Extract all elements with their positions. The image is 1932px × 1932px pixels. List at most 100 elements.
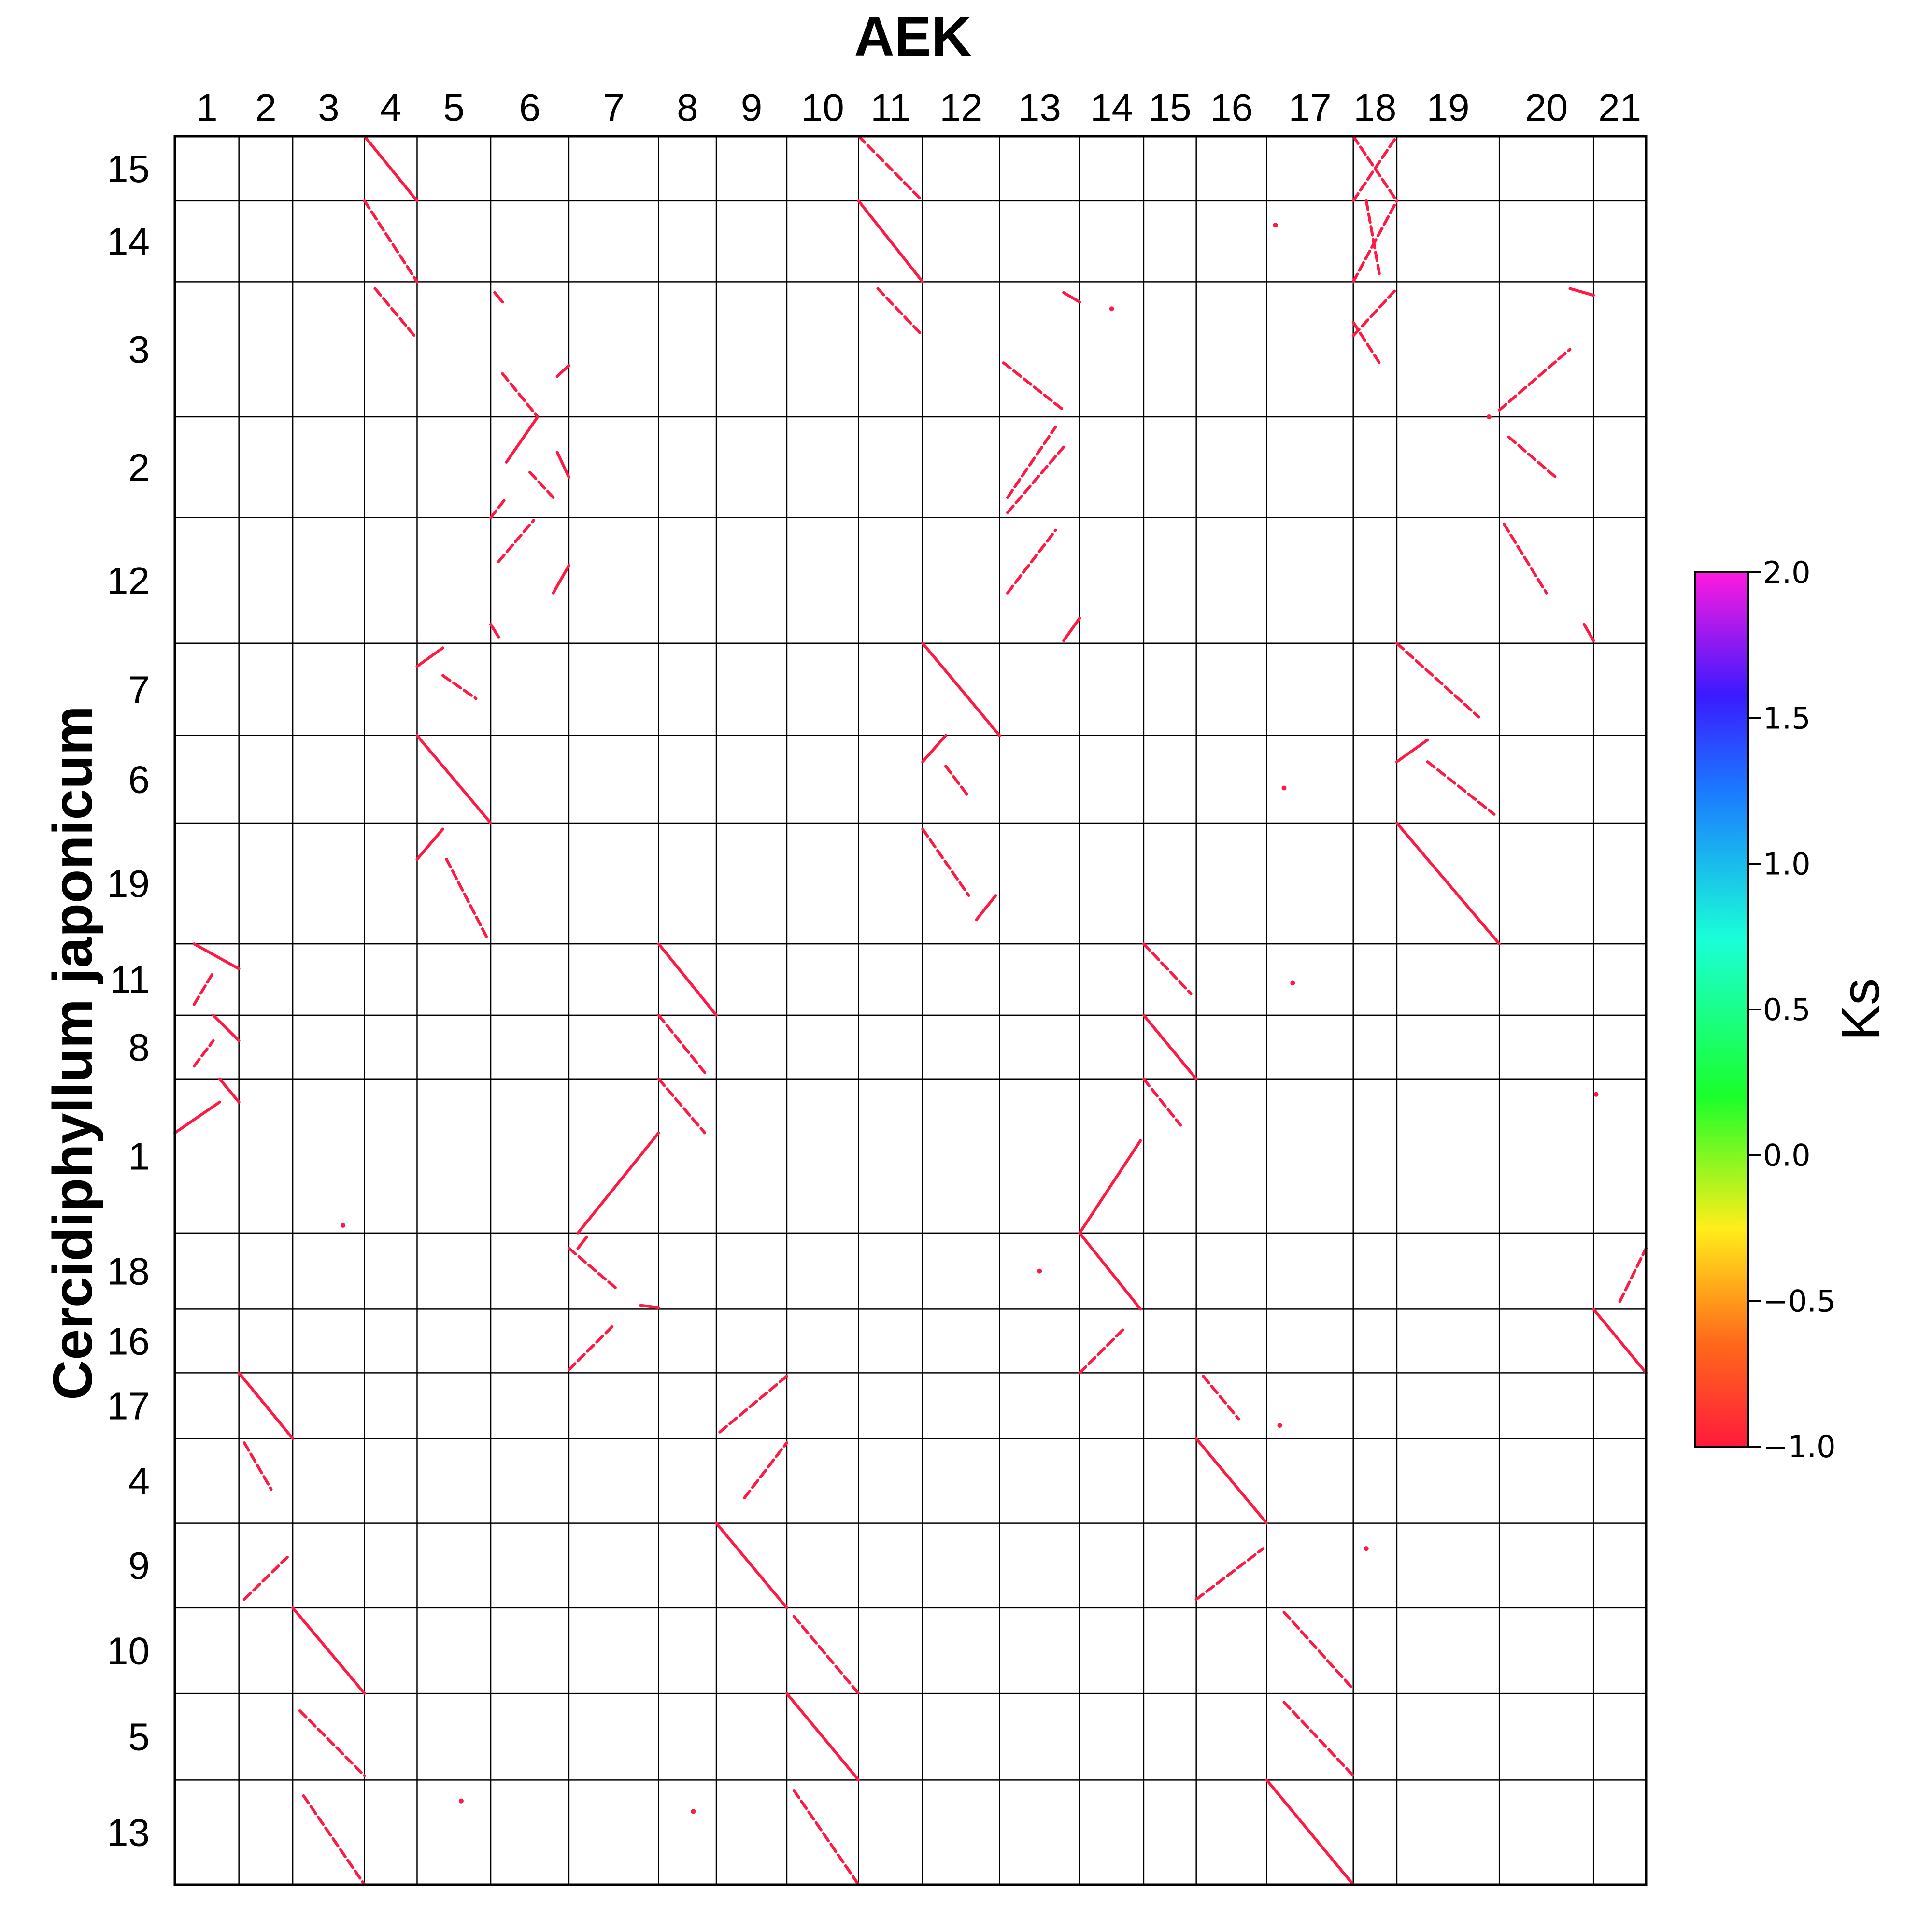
synteny-segment — [555, 451, 570, 479]
x-tick-label: 19 — [1427, 86, 1470, 129]
synteny-segment — [302, 1794, 366, 1886]
synteny-segment — [1351, 287, 1398, 338]
synteny-segment — [552, 564, 570, 595]
x-tick-label: 17 — [1289, 86, 1332, 129]
synteny-segment — [1282, 1701, 1355, 1777]
synteny-segment — [1142, 1013, 1198, 1080]
synteny-segment — [1395, 641, 1480, 719]
synteny-point — [341, 1222, 346, 1228]
synteny-segment — [975, 894, 997, 922]
synteny-segment — [192, 971, 215, 1006]
x-tick-label: 20 — [1525, 86, 1568, 129]
synteny-segment — [242, 1555, 289, 1601]
synteny-segment — [715, 1521, 788, 1609]
x-tick-label: 13 — [1018, 86, 1061, 129]
synteny-segment — [1498, 348, 1572, 412]
synteny-segment — [173, 1100, 221, 1135]
synteny-segment — [1078, 1327, 1126, 1375]
x-tick-label: 21 — [1598, 86, 1641, 129]
x-tick-label: 9 — [741, 86, 763, 129]
synteny-segment — [857, 135, 924, 202]
synteny-segment — [489, 623, 500, 639]
synteny-segment — [363, 135, 419, 202]
y-tick-label: 11 — [110, 958, 150, 1001]
synteny-segment — [505, 415, 540, 464]
synteny-segment — [298, 1709, 366, 1777]
colorbar-ticks: −1.0 −0.5 0.0 0.5 1.0 1.5 2.0 — [1748, 555, 1836, 1464]
synteny-segment — [1265, 1778, 1355, 1886]
plot-grid — [175, 136, 1646, 1885]
colorbar — [1694, 571, 1749, 1448]
synteny-segment — [1194, 1547, 1265, 1601]
synteny-segment — [921, 734, 947, 764]
y-tick-label: 17 — [107, 1384, 150, 1427]
synteny-segment — [792, 1615, 860, 1695]
y-tick-label: 18 — [107, 1250, 150, 1293]
synteny-segment — [1002, 361, 1065, 412]
x-tick-label: 18 — [1353, 86, 1396, 129]
y-tick-label: 15 — [107, 147, 150, 190]
synteny-segment — [1062, 616, 1081, 642]
synteny-segment — [218, 1077, 241, 1104]
synteny-segment — [445, 858, 489, 939]
synteny-segment — [657, 1013, 707, 1074]
x-tick-label: 2 — [255, 86, 277, 129]
synteny-segment — [528, 470, 555, 499]
colorbar-label: Ks — [1831, 979, 1890, 1040]
synteny-segment — [1395, 822, 1501, 946]
synteny-segment — [792, 1789, 860, 1886]
plot-frame — [173, 135, 1648, 1886]
synteny-segment — [192, 942, 241, 970]
synteny-segment — [657, 1077, 707, 1135]
synteny-segment — [1142, 1077, 1182, 1127]
synteny-segment — [192, 1039, 215, 1068]
synteny-segment — [415, 646, 444, 668]
synteny-segment — [1426, 760, 1496, 816]
synteny-point — [1364, 1546, 1369, 1551]
x-tick-label: 4 — [380, 86, 402, 129]
synteny-point — [1593, 1092, 1599, 1097]
synteny-segment — [1202, 1375, 1240, 1421]
x-tick-label: 12 — [939, 86, 982, 129]
synteny-segment — [1568, 287, 1595, 297]
synteny-segment — [1006, 528, 1057, 595]
synteny-segment — [1194, 1437, 1268, 1525]
synteny-segment — [639, 1304, 660, 1309]
x-tick-label: 11 — [870, 86, 910, 129]
synteny-point — [1277, 1423, 1282, 1428]
synteny-segment — [567, 1323, 615, 1371]
y-tick-label: 1 — [128, 1135, 150, 1178]
synteny-segment — [1618, 1247, 1648, 1303]
y-tick-label: 9 — [128, 1544, 150, 1587]
synteny-segment — [242, 1441, 273, 1491]
colorbar-tick-label: 0.0 — [1763, 1138, 1811, 1173]
colorbar-tick-label: 2.0 — [1763, 555, 1811, 590]
synteny-segment — [212, 1013, 241, 1042]
colorbar-tick-label: −0.5 — [1763, 1283, 1836, 1319]
synteny-segment — [415, 827, 444, 861]
synteny-point — [459, 1798, 464, 1804]
synteny-segment — [576, 1131, 660, 1235]
x-tick-labels: 1 2 3 4 5 6 7 8 9 10 11 12 13 14 15 16 17 18 19 20 21 — [196, 86, 1641, 129]
synteny-segment — [501, 372, 540, 419]
x-axis-title: AEK — [854, 6, 972, 68]
synteny-segment — [1006, 425, 1057, 499]
y-tick-label: 4 — [128, 1460, 150, 1503]
y-tick-label: 19 — [107, 862, 150, 905]
synteny-segment — [576, 1235, 589, 1250]
synteny-point — [1273, 223, 1278, 228]
colorbar-tick-label: 1.0 — [1763, 846, 1811, 881]
synteny-segment — [291, 1606, 366, 1695]
synteny-point — [691, 1809, 696, 1814]
synteny-point — [1290, 980, 1295, 986]
x-tick-label: 8 — [677, 86, 698, 129]
synteny-segment — [857, 199, 924, 284]
y-tick-label: 8 — [128, 1026, 150, 1069]
synteny-segment — [567, 1247, 620, 1292]
synteny-segment — [1592, 1307, 1648, 1375]
synteny-segment — [1078, 1139, 1142, 1235]
y-tick-label: 13 — [107, 1811, 150, 1854]
colorbar-tick-label: −1.0 — [1763, 1429, 1836, 1464]
synteny-segment — [743, 1441, 788, 1499]
